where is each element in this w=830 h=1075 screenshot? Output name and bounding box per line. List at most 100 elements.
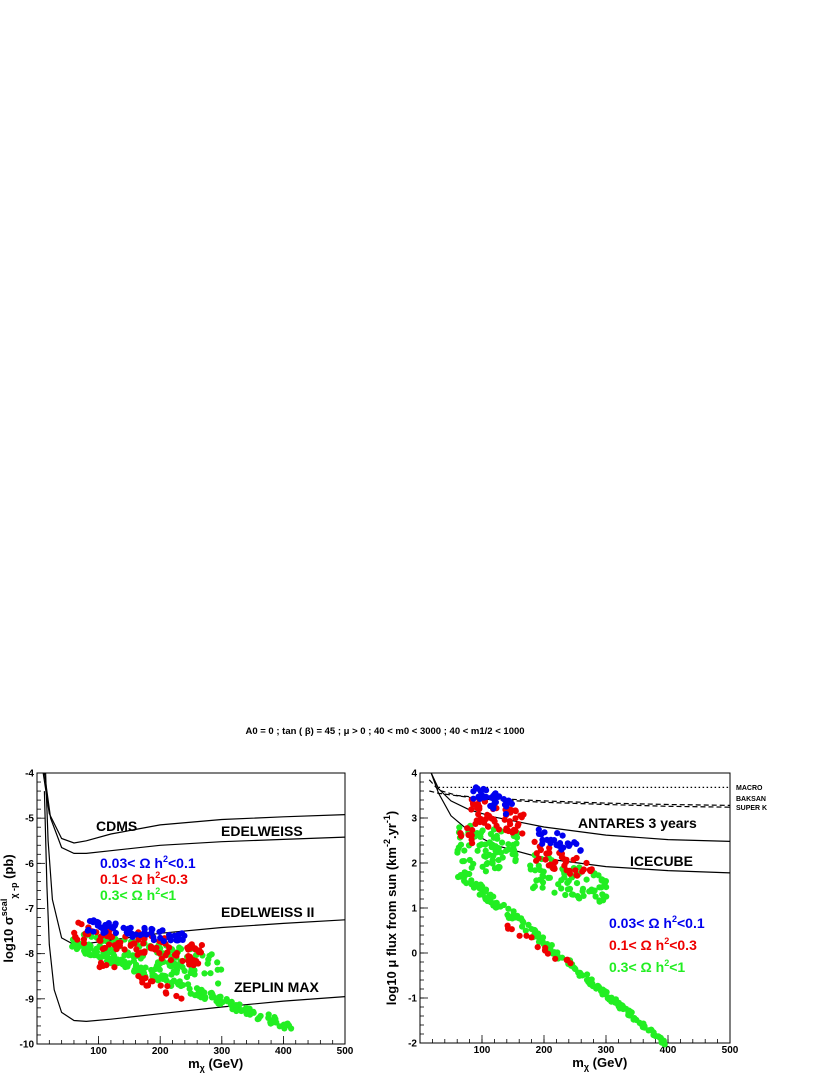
point-red [546,844,553,852]
x-tick-label: 100 [474,1045,491,1056]
point-green [489,860,496,867]
point-green [482,841,489,848]
y-tick-label: 1 [411,904,417,915]
curve-label-cdms: CDMS [96,818,137,834]
point-red [469,840,476,847]
point-blue [156,928,163,936]
curve-label-edelweiss: EDELWEISS [221,823,303,839]
point-green [583,876,590,883]
point-green [126,960,133,967]
point-blue [127,924,134,931]
point-blue [166,931,173,939]
point-green [155,977,162,984]
point-red [141,949,148,956]
curve-label-baksan: BAKSAN [736,796,766,803]
point-red [166,944,173,951]
curve-label-icecube: ICECUBE [630,853,693,869]
point-green [93,948,100,956]
y-axis-label: log10 μ flux from sun (km-2.yr-1) [382,811,399,1005]
point-blue [500,796,507,803]
x-tick-label: 200 [152,1046,169,1057]
point-green [205,956,212,963]
point-green [201,970,208,977]
y-tick-label: 4 [411,769,417,780]
point-green [218,966,225,973]
point-green [214,959,221,966]
point-red [464,825,471,832]
point-blue [488,794,495,801]
point-red [510,826,517,834]
x-axis-label: mχ (GeV) [188,1056,243,1073]
point-blue [160,938,167,945]
point-green [512,851,519,858]
point-blue [535,830,543,838]
point-green [133,961,140,968]
x-tick-label: 500 [337,1046,354,1057]
point-red [512,808,519,815]
point-red [185,953,192,960]
point-green [568,891,576,898]
point-green [509,847,516,854]
point-red [103,962,110,969]
point-blue [110,925,117,932]
point-green [140,970,148,977]
point-green [495,845,502,852]
point-green [482,895,489,902]
point-red [179,957,186,965]
point-red [178,995,185,1002]
point-blue [120,924,127,932]
legend-green: 0.3< Ω h2<1 [100,886,176,903]
y-tick-label: -1 [408,994,417,1005]
point-red [573,854,580,862]
point-green [539,884,546,891]
point-red [572,867,579,874]
point-green [202,994,209,1001]
y-tick-label: -2 [408,1039,417,1050]
point-green [87,945,94,952]
point-red [528,934,535,941]
y-tick-label: -7 [25,904,34,915]
left-plot-labels: CDMS EDELWEISS EDELWEISS II ZEPLIN MAX [96,818,319,995]
point-green [72,943,79,950]
point-red [144,982,152,989]
point-green [573,880,581,887]
point-green [215,980,222,987]
point-green [625,1007,633,1014]
legend-blue: 0.03< Ω h2<0.1 [100,854,196,871]
point-red [106,941,113,948]
point-green [562,891,569,899]
point-green [243,1010,250,1018]
point-red [485,823,492,830]
point-green [118,956,125,963]
point-green [271,1014,278,1021]
point-red [156,950,163,957]
point-green [558,885,565,892]
point-blue [470,795,477,802]
x-tick-label: 300 [598,1045,615,1056]
point-red [472,820,479,828]
point-green [486,851,493,859]
point-red [533,850,540,857]
x-tick-label: 100 [90,1046,107,1057]
point-red [96,964,103,971]
point-green [208,951,215,958]
curve-label-edelweiss-ii: EDELWEISS II [221,904,314,920]
left-plot-ticks: 100 200 300 400 500 -10 -9 -8 -7 -6 -5 -4 mχ (GeV) lo… [0,769,354,1074]
point-red [583,859,590,867]
point-blue [90,928,97,935]
point-green [657,1034,664,1041]
point-blue [132,931,139,938]
point-red [468,806,475,813]
point-green [645,1027,652,1034]
point-green [487,830,494,838]
point-red [139,979,146,986]
point-green [579,888,586,895]
point-green [276,1023,283,1030]
point-green [596,898,603,905]
point-green [232,1002,240,1009]
x-tick-label: 500 [722,1045,739,1056]
point-red [147,943,155,950]
point-green [250,1009,257,1016]
y-tick-label: -9 [25,994,34,1005]
right-plot: 100 200 300 400 500 -2 -1 0 1 2 3 4 mχ (GeV) log10 μ … [382,769,767,1073]
